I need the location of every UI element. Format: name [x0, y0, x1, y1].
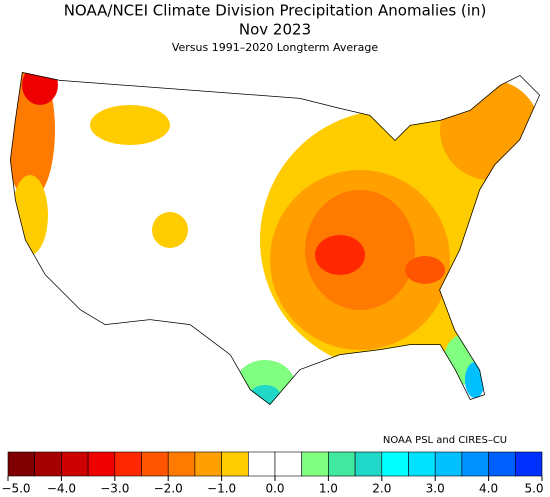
color-bin: [328, 451, 356, 477]
color-bin: [61, 451, 89, 477]
color-bin: [301, 451, 329, 477]
color-bin: [114, 451, 142, 477]
color-bin: [141, 451, 169, 477]
color-bin: [248, 451, 276, 477]
tick-label: −1.0: [207, 482, 236, 496]
tick-label: 5.0: [524, 482, 543, 496]
color-bin: [194, 451, 222, 477]
credit: NOAA PSL and CIRES–CU: [383, 435, 507, 446]
subtitle: Versus 1991–2020 Longterm Average: [172, 41, 379, 54]
tick-label: −3.0: [100, 482, 129, 496]
title: NOAA/NCEI Climate Division Precipitation…: [64, 2, 487, 20]
color-bin: [274, 451, 303, 477]
tick-label: −2.0: [154, 482, 183, 496]
color-bin: [488, 451, 516, 477]
tick-label: 1.0: [319, 482, 338, 496]
date: Nov 2023: [239, 21, 311, 39]
tick-label: −5.0: [1, 482, 30, 496]
color-bin: [381, 451, 409, 477]
color-bin: [7, 451, 36, 477]
color-bin: [221, 451, 249, 477]
map: [10, 72, 540, 405]
color-bin: [354, 451, 383, 477]
tick-label: −4.0: [47, 482, 76, 496]
color-bin: [408, 451, 436, 477]
color-bin: [34, 451, 62, 477]
color-bin: [461, 451, 489, 477]
color-bin: [514, 451, 543, 477]
tick-label: 3.0: [426, 482, 445, 496]
colorbar: −5.0 −4.0 −3.0 −2.0 −1.0 0.0 1.0 2.0 3.0 4.0 5.0: [1, 451, 544, 496]
tick-label: 2.0: [372, 482, 391, 496]
tick-label: 0.0: [265, 482, 284, 496]
color-bin: [434, 451, 463, 477]
color-bin: [87, 451, 116, 477]
tick-label: 4.0: [479, 482, 498, 496]
color-bin: [167, 451, 196, 477]
